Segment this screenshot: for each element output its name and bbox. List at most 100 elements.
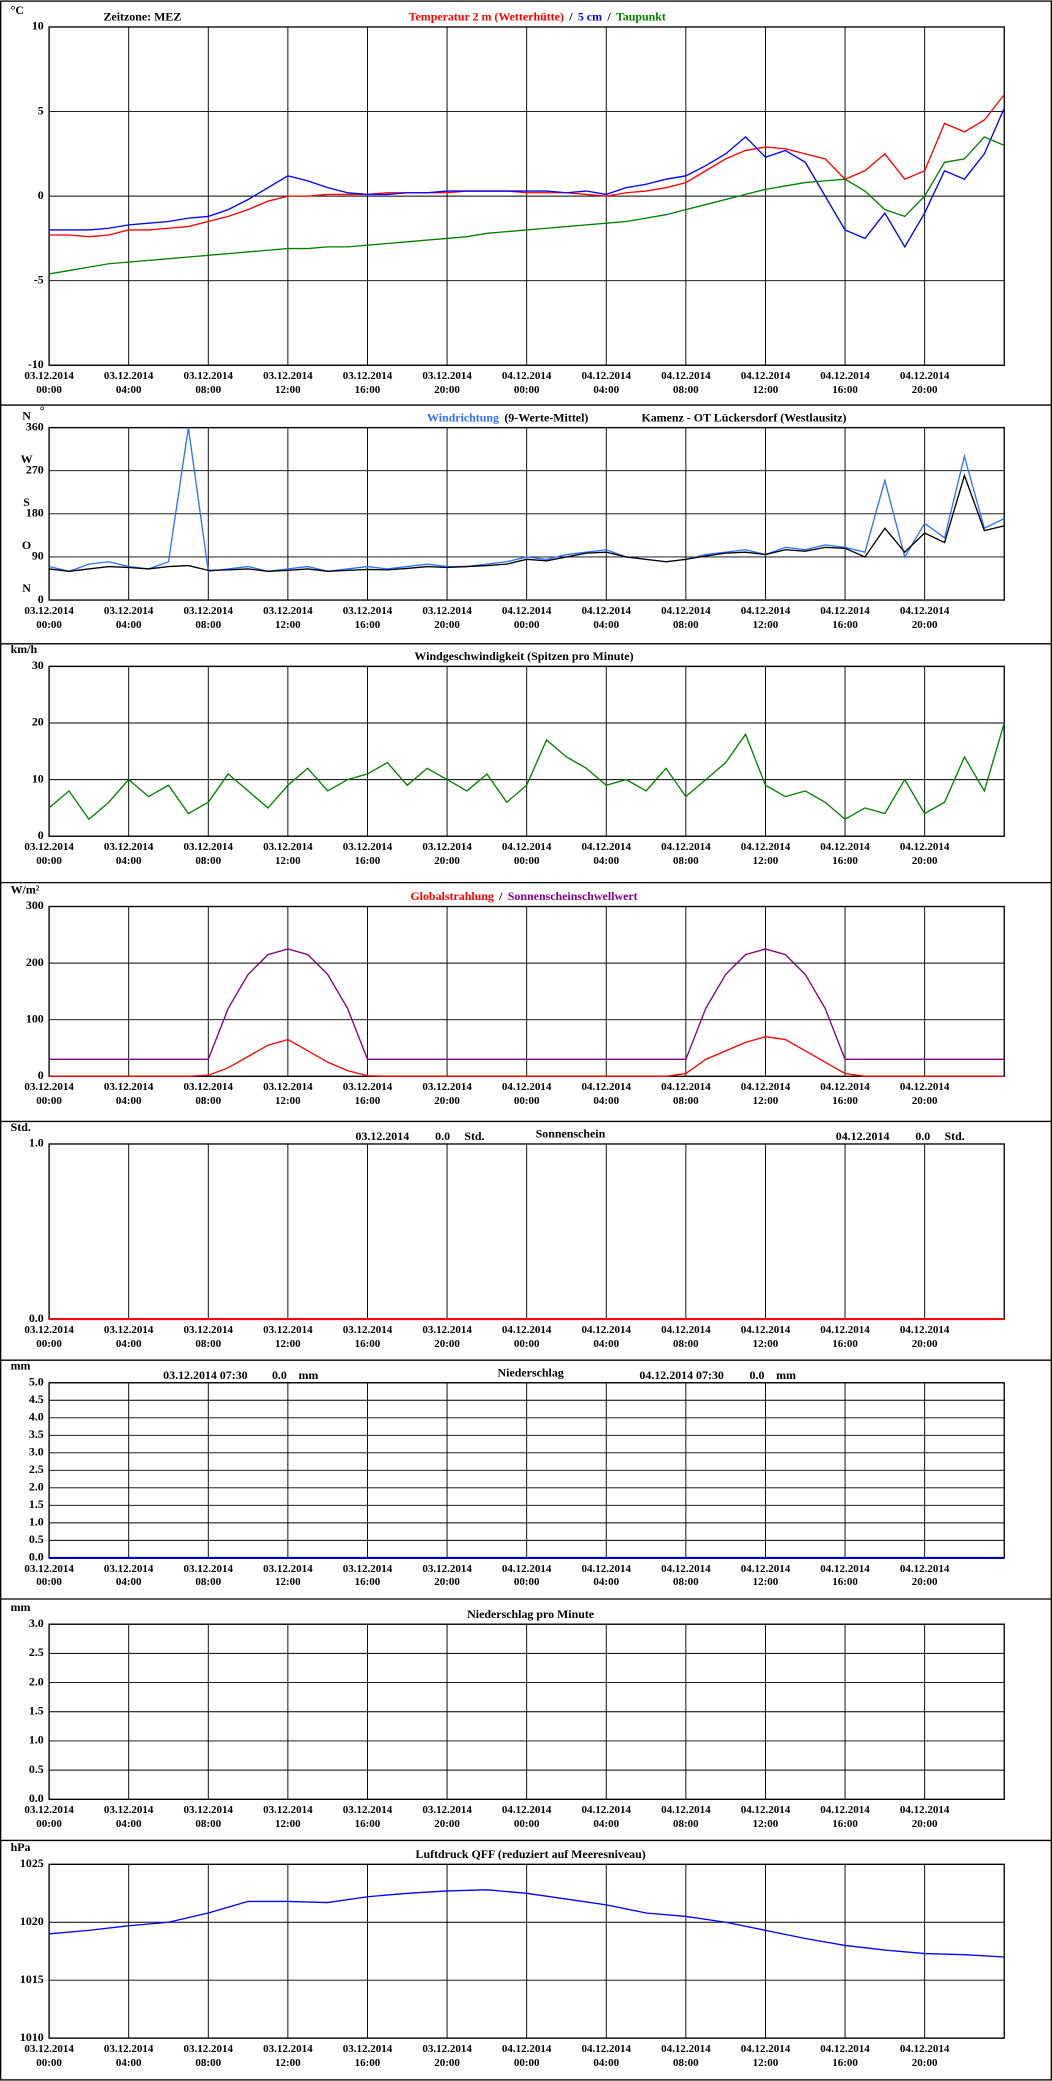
- x-tick-label: 03.12.2014 08:00: [183, 1562, 234, 1589]
- x-tick-label: 03.12.2014 12:00: [263, 1081, 313, 1107]
- compass-label: O: [22, 538, 31, 552]
- unit-label: W/m²: [11, 882, 40, 896]
- daily-total: 0.0: [750, 1368, 765, 1382]
- x-tick-label: 04.12.2014 12:00: [740, 2042, 791, 2069]
- daily-date: 03.12.2014: [356, 1129, 410, 1143]
- x-tick-label: 03.12.2014 08:00: [183, 604, 234, 631]
- y-tick-label: 4.5: [29, 1392, 44, 1406]
- y-tick-label: 1015: [20, 1972, 44, 1986]
- x-tick-label: 04.12.2014 04:00: [581, 1323, 632, 1350]
- series-line: [49, 1036, 1005, 1077]
- chart-title: Sonnenschein: [536, 1126, 606, 1140]
- x-tick-label: 03.12.2014 08:00: [183, 1323, 234, 1350]
- compass-label: S: [23, 495, 30, 509]
- y-tick-label: 0.0: [29, 1311, 44, 1325]
- y-tick-label: 2.5: [29, 1462, 44, 1476]
- x-tick-label: 03.12.2014 00:00: [24, 1804, 74, 1830]
- y-tick-label: 10: [32, 771, 44, 785]
- y-tick-label: 100: [26, 1011, 44, 1025]
- y-tick-label: 300: [26, 898, 44, 912]
- x-tick-label: 03.12.2014 12:00: [263, 370, 313, 396]
- y-tick-label: 0.0: [29, 1550, 44, 1564]
- y-tick-label: 0: [38, 828, 44, 842]
- x-tick-label: 04.12.2014 08:00: [661, 1804, 711, 1830]
- x-tick-label: 03.12.2014 16:00: [342, 2042, 393, 2069]
- y-tick-label: 0: [38, 1068, 44, 1082]
- x-tick-label: 04.12.2014 16:00: [820, 1562, 870, 1589]
- y-tick-label: 1025: [20, 1856, 44, 1870]
- x-tick-label: 03.12.2014 04:00: [103, 604, 154, 631]
- x-tick-label: 04.12.2014 08:00: [661, 1323, 711, 1350]
- x-tick-label: 04.12.2014 00:00: [501, 1323, 552, 1350]
- daily-total: 0.0: [272, 1368, 287, 1382]
- x-tick-label: 04.12.2014 16:00: [820, 841, 870, 867]
- x-tick-label: 04.12.2014 20:00: [899, 1081, 950, 1107]
- x-tick-label: 04.12.2014 08:00: [661, 1081, 711, 1107]
- x-tick-label: 04.12.2014 12:00: [740, 1804, 791, 1830]
- x-tick-label: 03.12.2014 12:00: [263, 1562, 313, 1589]
- legend-separator: /: [498, 889, 503, 903]
- heading: Windrichtung (9-Werte-Mittel) Kamenz - OT …: [427, 410, 847, 424]
- x-tick-label: 03.12.2014 00:00: [24, 841, 74, 867]
- x-tick-label: 04.12.2014 00:00: [501, 1562, 552, 1589]
- x-tick-label: 03.12.2014 20:00: [422, 2042, 472, 2069]
- station: Kamenz - OT Lückersdorf (Westlausitz): [641, 410, 846, 424]
- x-tick-label: 03.12.2014 16:00: [342, 370, 393, 396]
- y-tick-label: 0.0: [29, 1791, 44, 1805]
- x-tick-label: 03.12.2014 20:00: [422, 1323, 472, 1350]
- x-tick-label: 04.12.2014 20:00: [899, 604, 950, 631]
- x-tick-label: 04.12.2014 08:00: [661, 370, 711, 396]
- y-tick-label: 10: [32, 19, 44, 33]
- y-tick-label: 2.0: [29, 1674, 44, 1688]
- x-tick-label: 03.12.2014 16:00: [342, 604, 393, 631]
- series-line: [49, 107, 1005, 249]
- y-tick-label: 200: [26, 955, 44, 969]
- y-tick-label: 1.5: [29, 1497, 44, 1511]
- x-tick-label: 03.12.2014 16:00: [342, 1323, 393, 1350]
- x-tick-label: 04.12.2014 08:00: [661, 2042, 711, 2069]
- y-tick-label: 0.5: [29, 1532, 44, 1546]
- x-tick-label: 04.12.2014 16:00: [820, 1804, 870, 1830]
- daily-total: 0.0: [435, 1129, 450, 1143]
- x-tick-label: 04.12.2014 12:00: [740, 1562, 791, 1589]
- x-tick-label: 04.12.2014 12:00: [740, 1081, 791, 1107]
- x-tick-label: 04.12.2014 04:00: [581, 1804, 632, 1830]
- x-tick-label: 04.12.2014 12:00: [740, 1323, 791, 1350]
- y-tick-label: -10: [28, 357, 44, 371]
- x-tick-label: 03.12.2014 20:00: [422, 1081, 472, 1107]
- legend-separator: /: [606, 9, 611, 23]
- x-tick-label: 04.12.2014 16:00: [820, 1081, 870, 1107]
- legend-entry: Globalstrahlung: [410, 889, 494, 903]
- x-tick-label: 04.12.2014 00:00: [501, 370, 552, 396]
- heading: Windgeschwindigkeit (Spitzen pro Minute): [414, 649, 633, 663]
- x-tick-label: 03.12.2014 08:00: [183, 1804, 234, 1830]
- daily-total: 0.0: [915, 1129, 930, 1143]
- y-tick-label: 1.0: [29, 1733, 44, 1747]
- x-tick-label: 04.12.2014 00:00: [501, 1081, 552, 1107]
- y-tick-label: 1.0: [29, 1515, 44, 1529]
- series-line: [49, 1889, 1005, 1958]
- heading: Luftdruck QFF (reduziert auf Meeresnivea…: [416, 1847, 646, 1861]
- x-tick-label: 03.12.2014 00:00: [24, 1562, 74, 1589]
- x-tick-label: 03.12.2014 04:00: [103, 2042, 154, 2069]
- x-tick-label: 04.12.2014 04:00: [581, 1081, 632, 1107]
- legend-entry: Temperatur 2 m (Wetterhütte): [409, 9, 564, 23]
- heading: Temperatur 2 m (Wetterhütte) / 5 cm / Taupun…: [409, 9, 666, 23]
- timezone: Zeitzone: MEZ: [103, 9, 181, 23]
- chart-title: Niederschlag: [498, 1365, 564, 1379]
- x-tick-label: 03.12.2014 12:00: [263, 841, 313, 867]
- y-tick-label: 360: [26, 419, 44, 433]
- compass-label: N: [22, 581, 31, 595]
- x-tick-label: 03.12.2014 00:00: [24, 1323, 74, 1350]
- x-tick-label: 04.12.2014 00:00: [501, 1804, 552, 1830]
- legend-entry: Windrichtung: [427, 410, 499, 424]
- x-tick-label: 04.12.2014 08:00: [661, 1562, 711, 1589]
- series-line: [48, 722, 1005, 821]
- x-tick-label: 04.12.2014 00:00: [501, 841, 552, 867]
- y-tick-label: 3.5: [29, 1427, 44, 1441]
- x-tick-label: 04.12.2014 04:00: [581, 604, 632, 631]
- daily-date: 03.12.2014 07:30: [163, 1368, 247, 1382]
- x-tick-label: 04.12.2014 20:00: [899, 370, 950, 396]
- x-tick-label: 03.12.2014 12:00: [263, 604, 313, 631]
